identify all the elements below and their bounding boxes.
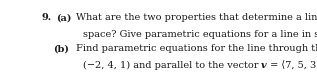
Text: (b): (b) [53, 44, 69, 53]
Text: What are the two properties that determine a line in: What are the two properties that determi… [76, 13, 317, 22]
Text: space? Give parametric equations for a line in space.: space? Give parametric equations for a l… [83, 30, 317, 39]
Text: = ⟨7, 5, 3⟩.: = ⟨7, 5, 3⟩. [267, 61, 317, 71]
Text: (a): (a) [56, 13, 72, 22]
Text: v: v [261, 61, 267, 70]
Text: (−2, 4, 1) and parallel to the vector: (−2, 4, 1) and parallel to the vector [83, 61, 261, 70]
Text: 9.: 9. [42, 13, 52, 22]
Text: Find parametric equations for the line through the point: Find parametric equations for the line t… [76, 44, 317, 53]
